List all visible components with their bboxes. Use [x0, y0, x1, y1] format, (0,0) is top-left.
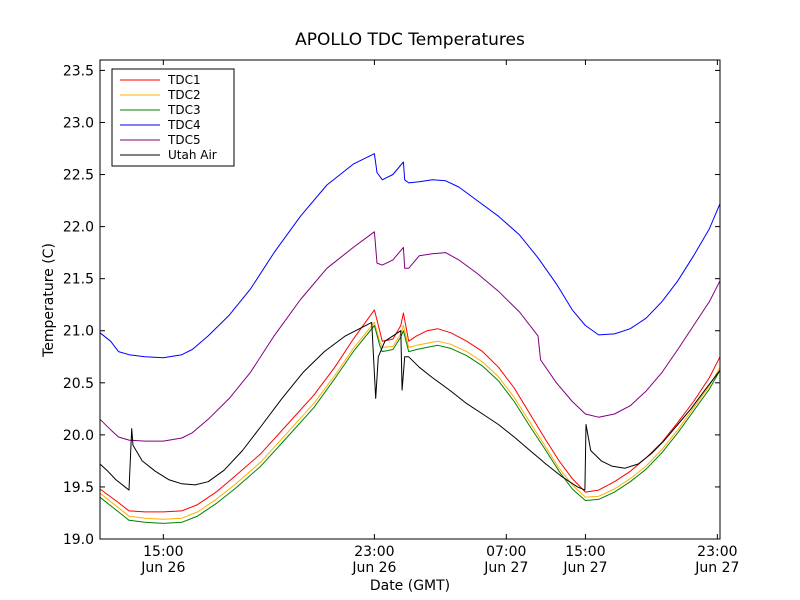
series-line-tdc4 — [99, 153, 721, 359]
legend-label-tdc1: TDC1 — [167, 73, 201, 87]
legend-label-tdc4: TDC4 — [167, 118, 201, 132]
series-line-tdc3 — [99, 325, 721, 524]
x-tick-label-time: 15:00 — [565, 544, 605, 560]
series-line-tdc5 — [99, 231, 721, 442]
legend-frame — [111, 68, 235, 167]
x-tick-label-time: 23:00 — [697, 544, 737, 560]
legend-label-tdc5: TDC5 — [167, 133, 201, 147]
series-line-tdc1 — [99, 309, 721, 513]
series-line-utah-air — [99, 321, 721, 491]
chart-title: APOLLO TDC Temperatures — [295, 30, 525, 50]
legend-label-tdc2: TDC2 — [167, 88, 201, 102]
legend-label-tdc3: TDC3 — [167, 103, 201, 117]
y-tick-label: 21.0 — [63, 324, 94, 340]
x-tick-label-time: 15:00 — [143, 544, 183, 560]
y-tick-label: 21.5 — [63, 272, 94, 288]
y-axis-label: Temperature (C) — [41, 243, 57, 358]
y-tick-label: 23.0 — [63, 115, 94, 131]
series-line-tdc2 — [99, 321, 721, 520]
legend-label-utah-air: Utah Air — [168, 148, 217, 162]
y-tick-label: 23.5 — [63, 63, 94, 79]
y-tick-label: 19.0 — [63, 532, 94, 548]
x-tick-label-date: Jun 26 — [140, 560, 185, 576]
y-tick-label: 20.0 — [63, 428, 94, 444]
x-tick-label-date: Jun 27 — [562, 560, 607, 576]
y-tick-label: 20.5 — [63, 376, 94, 392]
x-tick-label-date: Jun 27 — [694, 560, 739, 576]
x-axis-label: Date (GMT) — [370, 578, 450, 594]
plot-frame — [99, 59, 721, 540]
y-tick-label: 22.0 — [63, 220, 94, 236]
y-tick-label: 19.5 — [63, 480, 94, 496]
y-tick-label: 22.5 — [63, 168, 94, 184]
series-layer — [99, 153, 721, 524]
y-axis: 19.0 19.5 20.0 20.5 21.0 21.5 22.0 22.5 23.0 23.5 — [63, 63, 720, 548]
x-tick-label-date: Jun 27 — [483, 560, 528, 576]
x-tick-label-date: Jun 26 — [351, 560, 396, 576]
x-tick-label-time: 07:00 — [486, 544, 526, 560]
x-tick-label-time: 23:00 — [354, 544, 394, 560]
